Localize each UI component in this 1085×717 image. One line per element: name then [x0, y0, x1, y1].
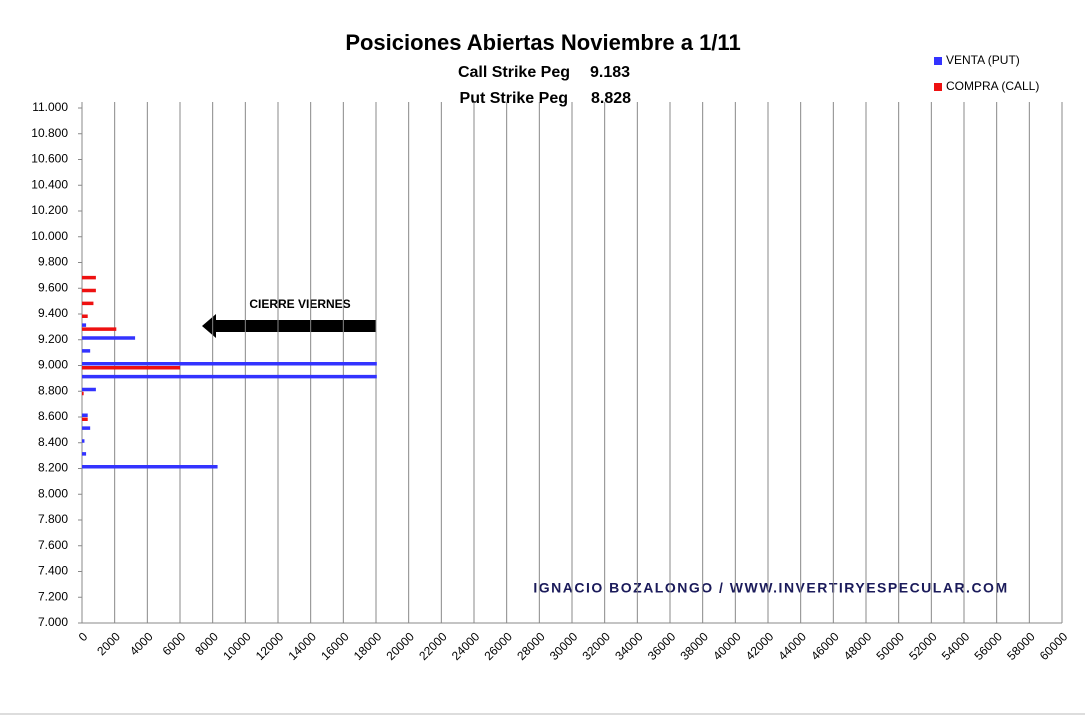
- bar: [82, 314, 88, 318]
- x-tick-label: 8000: [192, 629, 221, 658]
- x-tick-label: 40000: [710, 629, 744, 663]
- x-tick-label: 48000: [841, 629, 875, 663]
- bar: [82, 349, 91, 353]
- y-tick-label: 9.200: [38, 332, 68, 346]
- x-tick-label: 50000: [874, 629, 908, 663]
- bar: [82, 362, 377, 366]
- y-tick-label: 8.800: [38, 383, 68, 397]
- bar: [82, 301, 94, 306]
- subtitle: Put Strike Peg: [460, 90, 568, 107]
- y-tick-label: 9.600: [38, 280, 68, 294]
- bar: [82, 323, 87, 327]
- x-tick-label: 46000: [808, 629, 842, 663]
- x-tick-label: 44000: [776, 629, 810, 663]
- bar: [82, 327, 117, 331]
- x-tick-label: 34000: [612, 629, 646, 663]
- x-tick-label: 52000: [906, 629, 940, 663]
- y-tick-label: 8.400: [38, 435, 68, 449]
- x-tick-label: 16000: [318, 629, 352, 663]
- y-tick-label: 7.200: [38, 589, 68, 603]
- x-tick-label: 38000: [678, 629, 712, 663]
- x-tick-label: 10000: [220, 629, 254, 663]
- x-tick-label: 32000: [580, 629, 614, 663]
- bar: [82, 465, 218, 469]
- bar: [82, 374, 377, 379]
- legend-label: COMPRA (CALL): [946, 79, 1039, 93]
- bar: [82, 391, 84, 396]
- y-tick-label: 9.000: [38, 358, 68, 372]
- x-tick-label: 24000: [449, 629, 483, 663]
- legend-swatch: [934, 83, 942, 91]
- bar: [82, 366, 180, 370]
- y-tick-label: 8.000: [38, 486, 68, 500]
- x-tick-label: 0: [76, 629, 91, 644]
- y-tick-label: 10.200: [31, 203, 68, 217]
- bar: [82, 452, 87, 456]
- bar: [82, 417, 88, 421]
- bar: [82, 439, 85, 443]
- x-tick-label: 6000: [160, 629, 189, 658]
- x-tick-label: 60000: [1037, 629, 1071, 663]
- y-tick-label: 7.000: [38, 615, 68, 629]
- y-tick-label: 9.800: [38, 255, 68, 269]
- x-tick-label: 42000: [743, 629, 777, 663]
- watermark: IGNACIO BOZALONGO / WWW.INVERTIRYESPECUL…: [533, 580, 1008, 596]
- bar: [82, 288, 96, 293]
- annotation: CIERRE VIERNES: [249, 297, 350, 311]
- bar: [82, 413, 88, 417]
- subtitle: Call Strike Peg: [458, 64, 570, 81]
- y-tick-label: 7.600: [38, 538, 68, 552]
- bar: [82, 426, 91, 430]
- y-tick-label: 10.600: [31, 152, 68, 166]
- legend-label: VENTA (PUT): [946, 53, 1020, 67]
- y-tick-label: 11.000: [32, 100, 68, 114]
- x-tick-label: 28000: [514, 629, 548, 663]
- subtitle: 8.828: [591, 90, 631, 107]
- x-tick-label: 12000: [253, 629, 287, 663]
- arrow: [202, 314, 376, 338]
- x-tick-label: 2000: [94, 629, 123, 658]
- y-tick-label: 10.400: [31, 177, 68, 191]
- x-tick-label: 56000: [972, 629, 1006, 663]
- x-tick-label: 14000: [286, 629, 320, 663]
- bar: [82, 275, 96, 280]
- x-tick-label: 22000: [416, 629, 450, 663]
- y-tick-label: 10.800: [31, 126, 68, 140]
- x-tick-label: 20000: [384, 629, 418, 663]
- x-tick-label: 36000: [645, 629, 679, 663]
- x-tick-label: 58000: [1004, 629, 1038, 663]
- x-tick-label: 54000: [939, 629, 973, 663]
- legend-swatch: [934, 57, 942, 65]
- y-tick-label: 8.200: [38, 461, 68, 475]
- y-tick-label: 7.400: [38, 564, 68, 578]
- chart-title: Posiciones Abiertas Noviembre a 1/11: [345, 30, 740, 55]
- x-tick-label: 30000: [547, 629, 581, 663]
- y-tick-label: 8.600: [38, 409, 68, 423]
- subtitle: 9.183: [590, 64, 630, 81]
- x-tick-label: 4000: [127, 629, 156, 658]
- x-tick-label: 26000: [482, 629, 516, 663]
- bar: [82, 336, 136, 340]
- y-tick-label: 9.400: [38, 306, 68, 320]
- bar: [82, 387, 96, 392]
- y-tick-label: 7.800: [38, 512, 68, 526]
- x-tick-label: 18000: [351, 629, 385, 663]
- y-tick-label: 10.000: [31, 229, 68, 243]
